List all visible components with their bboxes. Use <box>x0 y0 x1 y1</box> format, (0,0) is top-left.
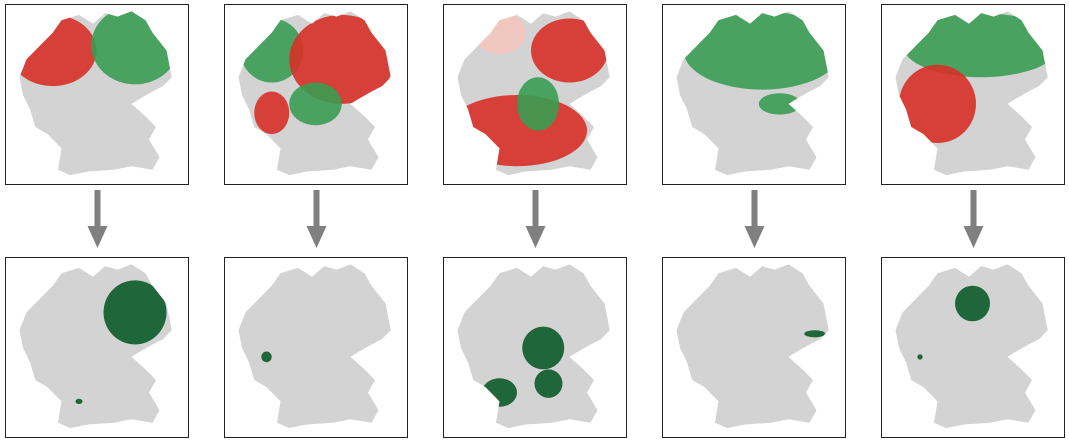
region <box>289 82 342 126</box>
region <box>902 13 1048 78</box>
region <box>955 285 990 322</box>
arrow-head <box>963 226 984 248</box>
region <box>683 11 829 90</box>
region <box>758 93 801 115</box>
arrow-head <box>525 226 546 248</box>
region <box>804 330 826 338</box>
region <box>531 18 608 83</box>
map-regions <box>899 13 1048 144</box>
map-regions <box>75 280 167 405</box>
region <box>917 354 923 360</box>
map <box>895 11 1048 176</box>
region <box>261 351 272 363</box>
region <box>522 326 565 370</box>
map <box>676 11 829 176</box>
map-regions <box>482 326 565 407</box>
map <box>457 264 610 429</box>
region <box>899 64 976 144</box>
map <box>676 264 829 429</box>
map-regions <box>261 351 272 363</box>
map <box>895 264 1048 429</box>
map <box>238 264 391 429</box>
arrow-head <box>306 226 327 248</box>
map <box>19 264 172 429</box>
region <box>534 369 563 398</box>
region <box>254 91 290 135</box>
arrow-head <box>87 226 108 248</box>
region <box>517 77 559 131</box>
map-regions <box>804 330 826 338</box>
arrow-head <box>744 226 765 248</box>
region <box>289 14 391 104</box>
region <box>75 398 83 405</box>
region <box>103 280 167 345</box>
map-regions <box>683 11 829 115</box>
map-regions <box>917 285 990 360</box>
